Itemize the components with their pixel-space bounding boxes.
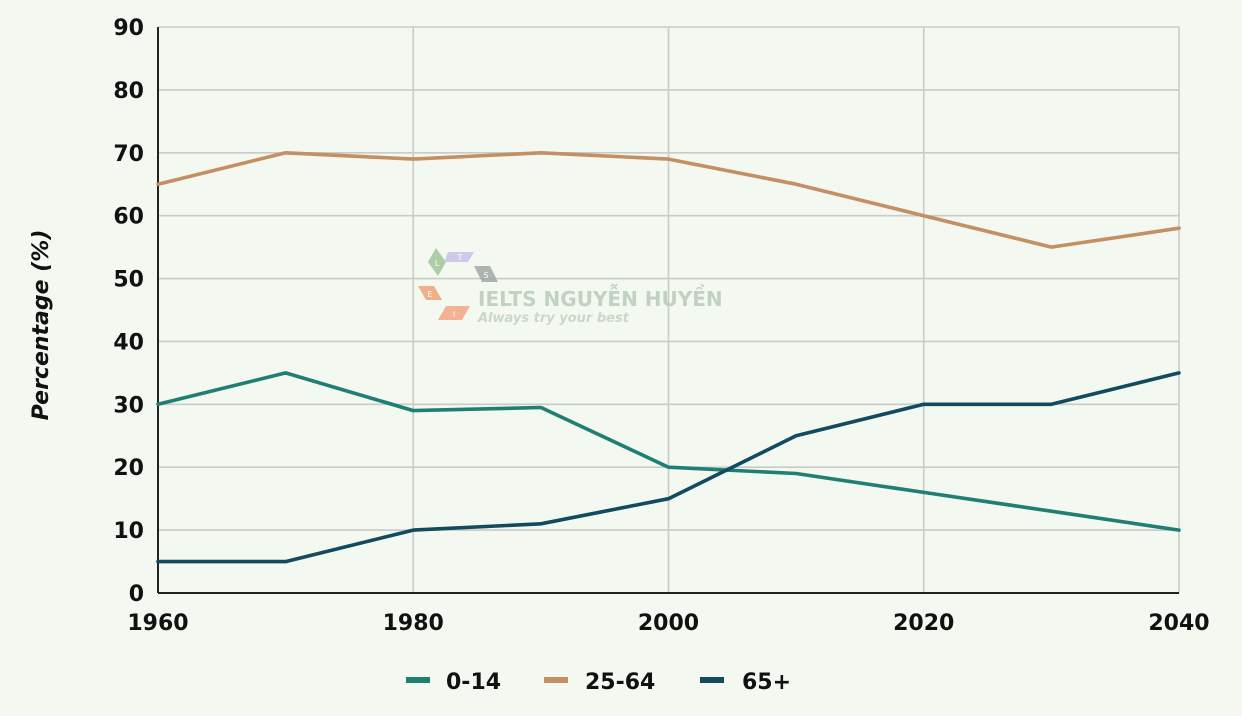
y-tick-label: 90 bbox=[113, 16, 144, 41]
logo-tile-icon bbox=[438, 306, 470, 320]
logo-tile-icon bbox=[428, 248, 446, 276]
x-tick-label: 2020 bbox=[893, 611, 954, 636]
y-tick-label: 0 bbox=[129, 582, 144, 607]
watermark-subtitle: Always try your best bbox=[477, 311, 630, 326]
watermark-title: IELTS NGUYỄN HUYỀN bbox=[478, 284, 723, 311]
series-line-65+ bbox=[156, 371, 1181, 564]
series-line-0-14 bbox=[156, 371, 1181, 532]
x-tick-label: 1980 bbox=[383, 611, 444, 636]
y-tick-label: 80 bbox=[113, 79, 144, 104]
logo-letter: L bbox=[435, 259, 440, 268]
y-tick-label: 10 bbox=[113, 519, 144, 544]
y-tick-label: 70 bbox=[113, 142, 144, 167]
series-line-25-64 bbox=[156, 151, 1181, 249]
logo-tile-icon bbox=[474, 266, 498, 282]
series-lines bbox=[156, 151, 1181, 564]
logo-tile-icon bbox=[444, 252, 474, 262]
y-tick-label: 30 bbox=[113, 393, 144, 418]
logo-letter: I bbox=[453, 310, 455, 319]
logo-letter: T bbox=[457, 253, 463, 262]
x-tick-label: 1960 bbox=[127, 611, 188, 636]
y-tick-label: 60 bbox=[113, 205, 144, 230]
axes bbox=[157, 27, 1179, 594]
legend: 0-14 25-64 65+ bbox=[406, 670, 791, 695]
logo-letter: S bbox=[483, 271, 488, 280]
legend-label: 65+ bbox=[742, 670, 791, 695]
logo-letter: E bbox=[427, 290, 432, 299]
x-tick-label: 2000 bbox=[638, 611, 699, 636]
logo-tile-icon bbox=[418, 286, 442, 300]
legend-label: 25-64 bbox=[585, 670, 655, 695]
y-axis-label: Percentage (%) bbox=[29, 230, 54, 421]
legend-label: 0-14 bbox=[446, 670, 501, 695]
y-tick-label: 40 bbox=[113, 330, 144, 355]
grid bbox=[158, 26, 1180, 593]
x-tick-label: 2040 bbox=[1148, 611, 1209, 636]
watermark-logo: L T S E I IELTS NGUYỄN HUYỀN Always try … bbox=[418, 248, 723, 326]
y-tick-label: 50 bbox=[113, 268, 144, 293]
y-tick-label: 20 bbox=[113, 456, 144, 481]
tick-labels: 0 10 20 30 40 50 60 70 80 90 1960 1980 2000 2020 2040 bbox=[113, 16, 1209, 636]
